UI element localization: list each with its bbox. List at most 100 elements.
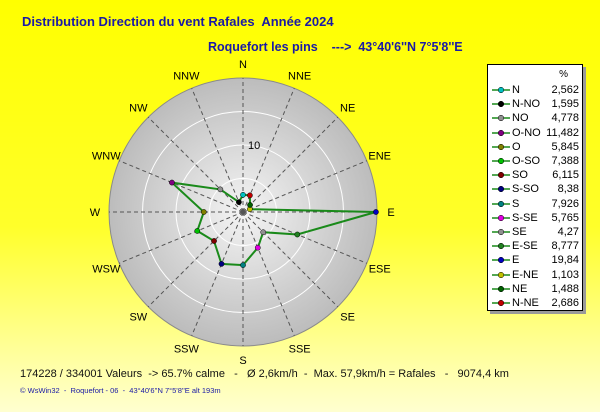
legend-label: O — [512, 140, 521, 153]
direction-labels: N NNE NE ENE E ESE SE SSE S SSW SW WSW W WNW NW NNW — [90, 59, 395, 367]
legend-swatch — [492, 257, 510, 264]
legend-value: 7,926 — [551, 197, 579, 210]
data-point-s — [240, 262, 246, 268]
legend-label: E-NE — [512, 268, 539, 281]
statistics-footer: 174228 / 334001 Valeurs -> 65.7% calme -… — [20, 368, 509, 380]
legend-entry: N-NE 2,686 — [488, 296, 582, 311]
legend-swatch — [492, 214, 510, 221]
direction-label: NW — [129, 102, 148, 114]
legend-swatch — [492, 143, 510, 150]
legend-entry: O 5,845 — [488, 140, 582, 155]
legend-value: 5,765 — [551, 211, 579, 224]
polar-spoke — [147, 211, 244, 308]
distribution-series — [168, 179, 379, 268]
polar-ring — [209, 178, 277, 246]
legend-swatch — [492, 172, 510, 179]
legend-value: 7,388 — [551, 155, 579, 167]
legend-label: S — [512, 197, 520, 210]
polar-spoke — [242, 88, 295, 213]
polar-spokes — [109, 78, 377, 346]
chart-subtitle: Roquefort les pins ---> 43°40'6''N 7°5'8… — [208, 40, 463, 54]
legend-value: 2,562 — [551, 84, 579, 96]
legend-label: O-SO — [512, 155, 541, 167]
legend-entry: S-SO 8,38 — [488, 182, 582, 197]
legend-swatch — [492, 200, 510, 207]
legend-entry: E-SE 8,777 — [488, 239, 582, 254]
direction-label: W — [90, 207, 101, 219]
direction-label: ESE — [369, 264, 391, 276]
data-point-so — [211, 238, 217, 244]
legend-value: 1,103 — [551, 268, 579, 281]
data-point-n — [240, 191, 246, 198]
legend-value: 4,27 — [557, 226, 579, 238]
legend-swatch — [492, 86, 510, 94]
data-point-e — [373, 209, 379, 215]
legend-entry: E-NE 1,103 — [488, 268, 582, 283]
legend-entry: N-NO 1,595 — [488, 97, 582, 112]
data-point-e-se — [294, 231, 301, 238]
polar-spoke — [242, 211, 295, 336]
legend-swatch — [492, 115, 510, 122]
legend-swatch — [492, 129, 510, 136]
polar-spoke — [242, 211, 367, 264]
data-point-se — [260, 229, 267, 236]
legend-value: 1,595 — [551, 98, 579, 111]
legend-entry: SO 6,115 — [488, 168, 582, 183]
legend-entry: NO 4,778 — [488, 111, 582, 126]
legend-entry: O-NO 11,482 — [488, 126, 582, 141]
legend-swatch — [492, 271, 510, 278]
polar-spoke — [242, 160, 367, 213]
legend-value: 4,778 — [551, 112, 579, 125]
direction-label: NNW — [173, 70, 200, 82]
wind-rose-chart: N NNE NE ENE E ESE SE SSE S SSW SW WSW W WNW NW NNW 10 — [90, 59, 395, 367]
data-point-o-no — [169, 179, 175, 186]
polar-spoke — [242, 116, 339, 213]
legend: % N 2,562 N-NO 1,595 NO 4,778 O-NO 11,482 O 5,845… — [487, 64, 583, 311]
direction-label: NE — [340, 102, 355, 114]
legend-label: E-SE — [512, 240, 538, 253]
legend-value: 1,488 — [551, 282, 579, 295]
polar-spoke — [119, 211, 244, 264]
ring-label: 10 — [248, 140, 260, 152]
legend-label: N-NO — [512, 98, 541, 111]
direction-label: S — [239, 355, 246, 367]
legend-entry: S 7,926 — [488, 197, 582, 212]
legend-label: SE — [512, 226, 527, 238]
polar-spoke — [147, 116, 244, 213]
legend-swatch — [492, 243, 510, 250]
direction-label: SW — [129, 312, 147, 324]
legend-value: 8,777 — [551, 240, 579, 253]
legend-value: 11,482 — [546, 126, 579, 139]
legend-swatch — [492, 285, 510, 292]
legend-label: NO — [512, 112, 529, 125]
legend-entry: S-SE 5,765 — [488, 211, 582, 226]
polar-spoke — [242, 211, 339, 308]
polar-spoke — [191, 88, 244, 213]
legend-label: S-SE — [512, 211, 538, 224]
legend-unit: % — [559, 69, 568, 80]
legend-value: 2,686 — [551, 297, 579, 309]
legend-entry: E 19,84 — [488, 253, 582, 268]
legend-value: 19,84 — [551, 254, 579, 267]
data-point-ne — [247, 202, 253, 208]
legend-label: N — [512, 84, 520, 96]
direction-label: NNE — [288, 70, 311, 82]
legend-entry: O-SO 7,388 — [488, 154, 582, 169]
legend-swatch — [492, 228, 510, 236]
legend-value: 6,115 — [552, 169, 579, 182]
chart-title: Distribution Direction du vent Rafales A… — [22, 14, 334, 29]
data-point-s-se — [254, 244, 261, 251]
legend-label: NE — [512, 282, 528, 295]
legend-label: N-NE — [512, 297, 539, 309]
direction-label: ENE — [368, 150, 391, 162]
direction-label: N — [239, 59, 247, 71]
legend-swatch — [492, 299, 510, 307]
legend-entry: NE 1,488 — [488, 282, 582, 297]
direction-label: SSW — [174, 344, 200, 356]
software-credit: © WsWin32 - Roquefort - 06 - 43°40'6''N … — [20, 386, 221, 395]
legend-label: S-SO — [512, 183, 539, 196]
legend-entry: N 2,562 — [488, 83, 582, 98]
legend-swatch — [492, 157, 510, 165]
legend-entry: SE 4,27 — [488, 225, 582, 240]
direction-label: WNW — [92, 150, 121, 162]
